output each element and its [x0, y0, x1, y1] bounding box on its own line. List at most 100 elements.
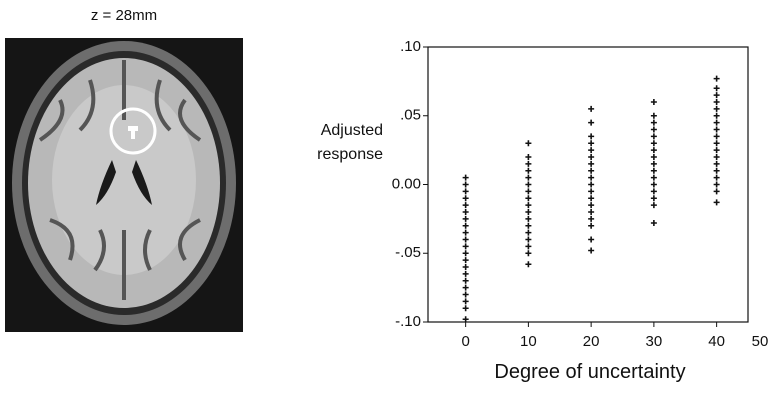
point: [588, 182, 594, 188]
point: [463, 175, 469, 181]
point: [651, 120, 657, 126]
point: [714, 188, 720, 194]
point: [525, 230, 531, 236]
point: [714, 106, 720, 112]
y-tick-label: .05: [400, 107, 421, 124]
image-label: z = 28mm: [91, 7, 157, 24]
point: [525, 223, 531, 229]
y-axis-label: response: [317, 146, 383, 163]
point: [651, 195, 657, 201]
y-axis-label: Adjusted: [321, 122, 383, 139]
point: [463, 230, 469, 236]
point: [463, 278, 469, 284]
point: [651, 220, 657, 226]
point: [588, 202, 594, 208]
brain-image: [5, 38, 243, 332]
point: [525, 188, 531, 194]
point: [651, 202, 657, 208]
point: [525, 209, 531, 215]
plot-frame: [428, 47, 748, 322]
point: [714, 199, 720, 205]
point: [714, 140, 720, 146]
point: [651, 154, 657, 160]
point: [651, 133, 657, 139]
x-tick-label: 0: [461, 333, 469, 350]
point: [714, 120, 720, 126]
point: [463, 188, 469, 194]
point: [463, 305, 469, 311]
point: [525, 202, 531, 208]
x-tick-label: 30: [646, 333, 663, 350]
x-tick-label: 40: [708, 333, 725, 350]
point: [714, 92, 720, 98]
point: [463, 316, 469, 322]
y-tick-label: -.10: [395, 313, 421, 330]
point: [714, 85, 720, 91]
point: [588, 223, 594, 229]
y-tick-label: 0.00: [392, 175, 421, 192]
point: [463, 216, 469, 222]
point: [525, 243, 531, 249]
point: [525, 161, 531, 167]
point: [651, 127, 657, 133]
point: [525, 175, 531, 181]
point: [651, 182, 657, 188]
point: [588, 188, 594, 194]
point: [588, 147, 594, 153]
point: [714, 154, 720, 160]
point: [463, 264, 469, 270]
point: [525, 216, 531, 222]
point: [588, 209, 594, 215]
point: [714, 99, 720, 105]
point: [714, 127, 720, 133]
point: [463, 250, 469, 256]
point: [463, 209, 469, 215]
point: [651, 99, 657, 105]
point: [714, 161, 720, 167]
point: [588, 140, 594, 146]
point: [714, 168, 720, 174]
point: [714, 175, 720, 181]
point: [588, 106, 594, 112]
point: [714, 133, 720, 139]
point: [525, 195, 531, 201]
point: [588, 175, 594, 181]
point: [651, 113, 657, 119]
point: [588, 133, 594, 139]
point: [588, 120, 594, 126]
point: [525, 168, 531, 174]
point: [651, 161, 657, 167]
point: [463, 285, 469, 291]
point: [463, 298, 469, 304]
point: [714, 76, 720, 82]
point: [588, 237, 594, 243]
point: [525, 261, 531, 267]
point: [463, 271, 469, 277]
point: [588, 216, 594, 222]
point: [463, 195, 469, 201]
point: [525, 237, 531, 243]
point: [714, 182, 720, 188]
y-tick-label: -.05: [395, 244, 421, 261]
point: [714, 147, 720, 153]
x-tick-label: 20: [583, 333, 600, 350]
point: [651, 188, 657, 194]
point: [588, 154, 594, 160]
point: [463, 292, 469, 298]
point: [463, 202, 469, 208]
point: [525, 140, 531, 146]
point: [525, 250, 531, 256]
point: [651, 168, 657, 174]
y-tick-label: .10: [400, 38, 421, 55]
point: [463, 223, 469, 229]
point: [463, 237, 469, 243]
point: [714, 113, 720, 119]
point: [588, 168, 594, 174]
point: [525, 182, 531, 188]
point: [463, 182, 469, 188]
figure: z = 28mm .10.050.00-.05-.1001020304050Ad…: [0, 0, 769, 390]
point: [651, 147, 657, 153]
point: [651, 140, 657, 146]
point: [525, 154, 531, 160]
x-tick-label: 10: [520, 333, 537, 350]
